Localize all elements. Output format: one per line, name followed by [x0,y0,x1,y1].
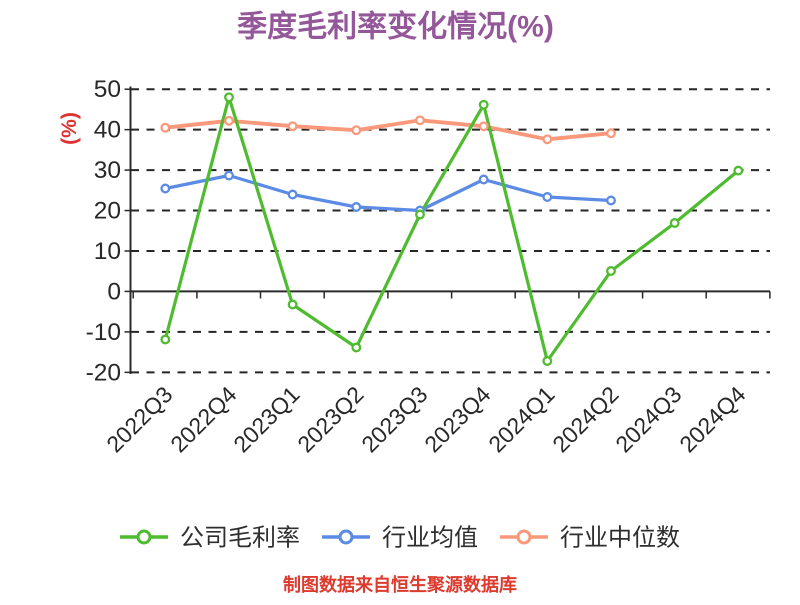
svg-text:-10: -10 [86,319,121,346]
svg-text:50: 50 [94,76,121,103]
svg-text:0: 0 [107,278,121,305]
svg-text:(%): (%) [58,112,81,145]
svg-text:行业均值: 行业均值 [382,525,478,552]
svg-text:行业中位数: 行业中位数 [560,525,680,552]
svg-text:10: 10 [94,238,121,265]
svg-text:40: 40 [94,117,121,144]
svg-text:-20: -20 [86,359,121,386]
svg-text:公司毛利率: 公司毛利率 [180,525,300,552]
svg-text:季度毛利率变化情况(%): 季度毛利率变化情况(%) [237,10,554,44]
svg-text:20: 20 [94,198,121,225]
svg-text:制图数据来自恒生聚源数据库: 制图数据来自恒生聚源数据库 [283,574,517,595]
svg-text:30: 30 [94,157,121,184]
